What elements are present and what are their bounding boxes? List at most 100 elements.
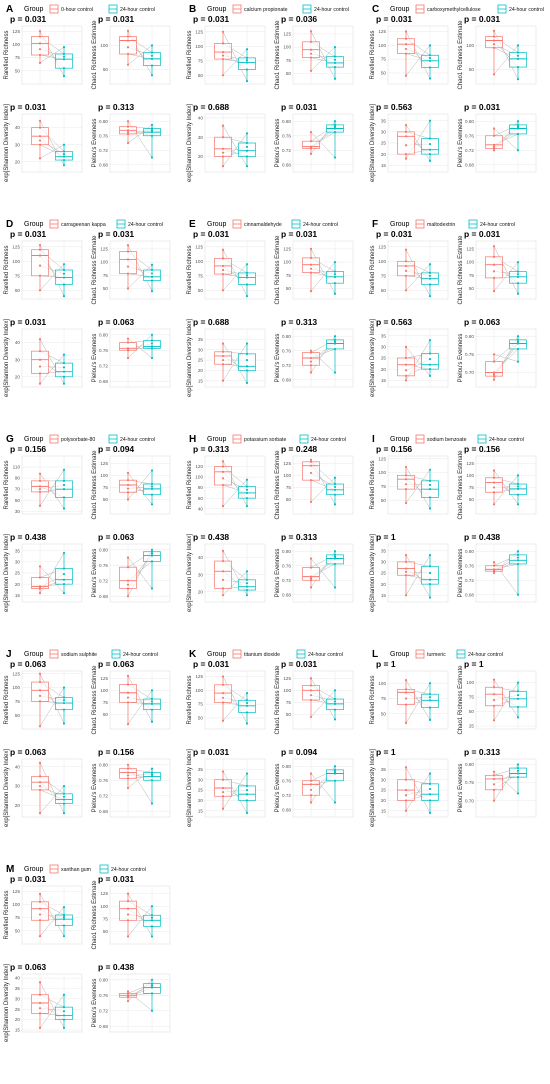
point-control	[150, 914, 154, 917]
y-tick-label: 30	[381, 129, 387, 134]
point-control	[516, 149, 520, 152]
point-control	[62, 573, 66, 576]
paired-line	[39, 473, 65, 509]
point-treatment	[309, 694, 313, 697]
point-treatment	[309, 715, 313, 719]
point-control	[245, 132, 249, 135]
y-tick-label: 0.72	[282, 793, 291, 798]
y-tick-label: 125	[12, 889, 20, 894]
y-tick-label: 75	[286, 58, 292, 63]
y-tick-label: 25	[198, 358, 204, 363]
p-value: p = 0.313	[193, 444, 229, 454]
point-control	[428, 119, 432, 122]
point-control	[428, 554, 432, 557]
point-treatment	[126, 287, 130, 290]
point-treatment	[492, 774, 496, 777]
point-control	[333, 275, 337, 278]
y-tick-label: 0.68	[99, 379, 108, 384]
y-tick-label: 75	[381, 696, 387, 701]
y-tick-label: 125	[12, 29, 20, 34]
point-treatment	[309, 351, 313, 354]
point-treatment	[309, 69, 313, 72]
point-control	[62, 578, 66, 581]
point-treatment	[126, 777, 130, 780]
point-control	[428, 468, 432, 471]
p-value: p = 1	[376, 747, 396, 757]
y-tick-label: 30	[381, 777, 387, 782]
point-treatment	[221, 136, 225, 139]
y-axis-label: Rarefied Richness	[4, 245, 10, 294]
point-control	[245, 80, 249, 83]
y-tick-label: 75	[15, 915, 21, 920]
point-treatment	[404, 809, 408, 812]
legend-label-treatment: turmeric	[427, 652, 446, 658]
point-control	[516, 769, 520, 772]
point-treatment	[221, 54, 225, 57]
point-treatment	[221, 147, 225, 150]
point-control	[333, 282, 337, 285]
p-value: p = 0.031	[281, 102, 317, 112]
subplot-D-3: p = 0.031 20 30 40 exp[Shannon Diversity Ind…	[4, 317, 83, 397]
point-treatment	[38, 907, 42, 910]
y-tick-label: 50	[286, 712, 292, 717]
point-treatment	[404, 124, 408, 127]
paired-line	[39, 762, 65, 814]
y-tick-label: 100	[466, 43, 474, 48]
y-tick-label: 100	[283, 688, 291, 693]
point-treatment	[38, 784, 42, 788]
y-axis-label: Rarefied Richness	[370, 30, 376, 79]
point-treatment	[38, 919, 42, 922]
plot-area	[109, 758, 171, 818]
legend-title: Group	[24, 866, 44, 873]
point-treatment	[221, 289, 225, 292]
point-treatment	[404, 157, 408, 160]
y-tick-label: 100	[378, 259, 386, 264]
point-control	[245, 811, 249, 814]
point-treatment	[38, 788, 42, 792]
point-treatment	[309, 256, 313, 259]
point-control	[516, 593, 520, 596]
plot-area	[292, 240, 354, 300]
point-treatment	[126, 52, 130, 56]
point-treatment	[38, 565, 42, 568]
point-control	[62, 795, 66, 798]
point-treatment	[492, 698, 496, 702]
point-treatment	[492, 360, 496, 363]
legend: Group turmeric 24-hour control	[390, 649, 503, 659]
legend: Group cinnamaldehyde 24-hour control	[207, 219, 338, 229]
p-value: p = 0.031	[10, 14, 46, 24]
point-control	[150, 986, 154, 989]
paired-line	[310, 558, 336, 588]
point-treatment	[492, 678, 496, 681]
point-treatment	[309, 131, 313, 134]
point-control	[245, 588, 249, 592]
y-tick-label: 75	[286, 700, 292, 705]
panel-letter: J	[6, 649, 12, 660]
point-treatment	[126, 471, 130, 475]
point-control	[333, 156, 337, 159]
paired-line	[310, 131, 336, 158]
point-control	[428, 368, 432, 371]
y-tick-label: 50	[15, 68, 21, 73]
point-control	[150, 339, 154, 342]
y-tick-label: 0.76	[99, 563, 108, 568]
y-tick-label: 30	[15, 784, 21, 789]
point-treatment	[221, 559, 225, 563]
y-axis-label: exp[Shannon Diversity Index]	[370, 319, 376, 397]
y-axis-label: Rarefied Richness	[4, 30, 10, 79]
point-control	[150, 767, 154, 770]
point-control	[150, 156, 154, 159]
point-treatment	[38, 781, 42, 784]
point-treatment	[309, 56, 313, 59]
legend-label-treatment: carboxymethylcellulose	[427, 7, 481, 13]
point-treatment	[404, 721, 408, 724]
subplot-B-3: p = 0.688 20 30 40 exp[Shannon Diversity Ind…	[187, 102, 266, 182]
point-treatment	[126, 595, 130, 598]
y-tick-label: 20	[198, 798, 204, 803]
paired-line	[493, 679, 519, 718]
point-treatment	[404, 260, 408, 263]
point-treatment	[492, 35, 496, 38]
paired-line	[127, 906, 153, 937]
legend-label-control: 24-hour control	[314, 7, 349, 13]
